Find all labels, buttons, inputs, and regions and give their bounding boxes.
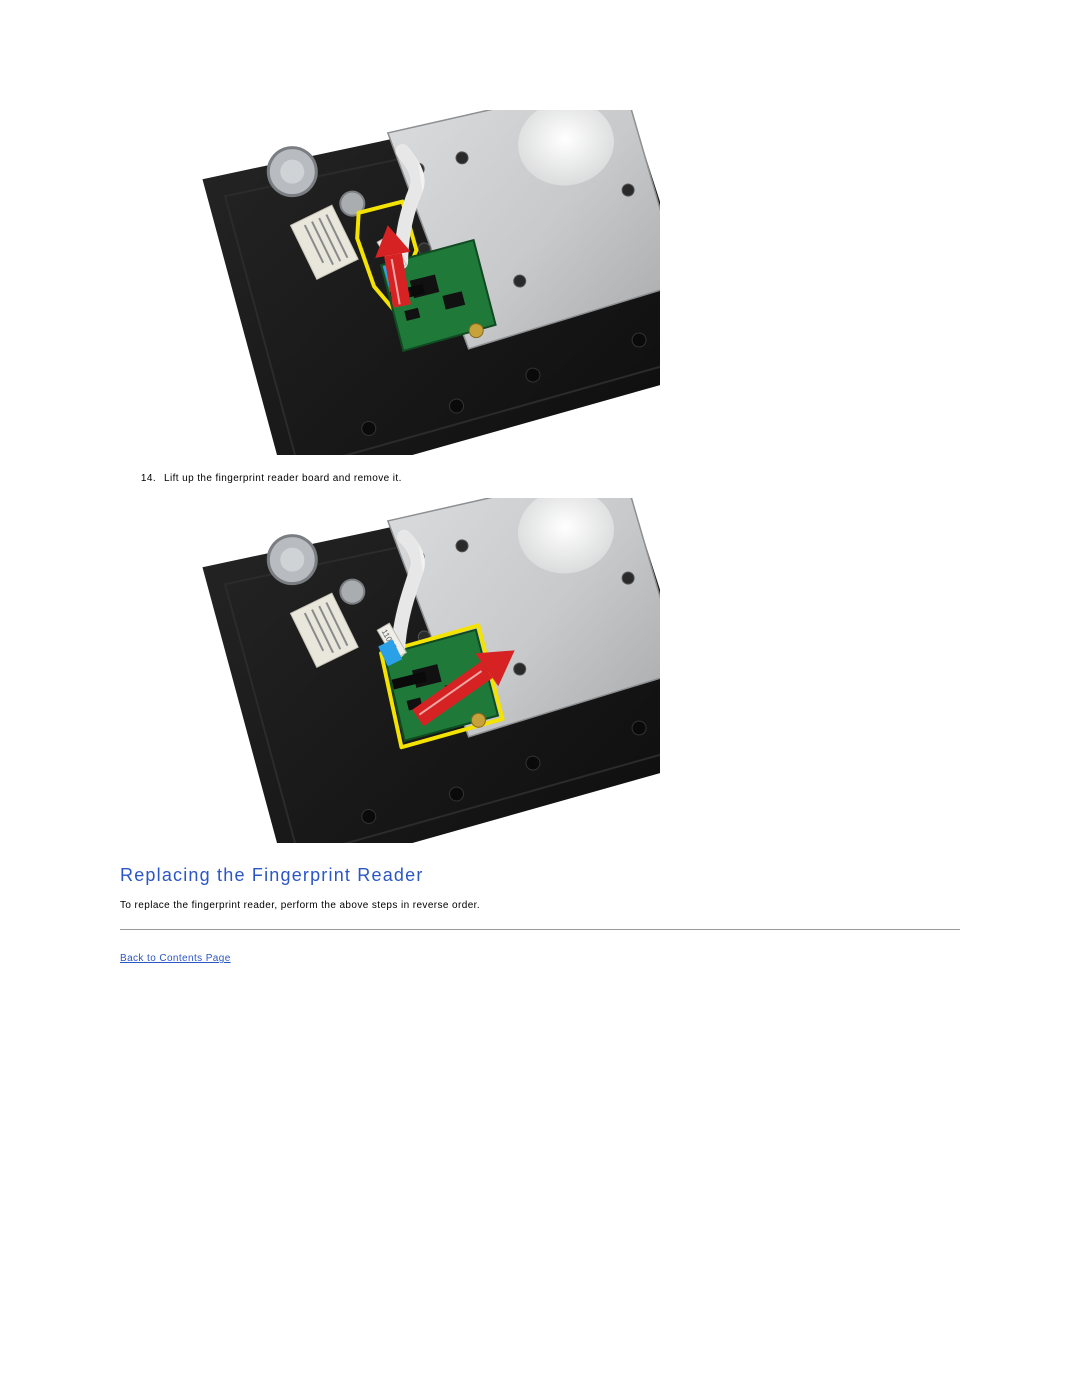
figure-cable-release: 11007 bbox=[180, 110, 960, 455]
section-divider bbox=[120, 929, 960, 930]
section-title-replacing: Replacing the Fingerprint Reader bbox=[120, 865, 960, 886]
figure-board-lift: 11007 bbox=[180, 498, 960, 843]
step-text: Lift up the fingerprint reader board and… bbox=[164, 473, 402, 484]
step-number: 14. bbox=[138, 473, 156, 484]
page-content: 11007 14. Lift up the fingerprint reade bbox=[0, 0, 1080, 966]
back-to-contents-link[interactable]: Back to Contents Page bbox=[120, 953, 231, 964]
figure-board-lift-svg: 11007 bbox=[180, 498, 660, 843]
step-14: 14. Lift up the fingerprint reader board… bbox=[138, 473, 960, 484]
section-body-replacing: To replace the fingerprint reader, perfo… bbox=[120, 900, 960, 911]
figure-cable-release-svg: 11007 bbox=[180, 110, 660, 455]
